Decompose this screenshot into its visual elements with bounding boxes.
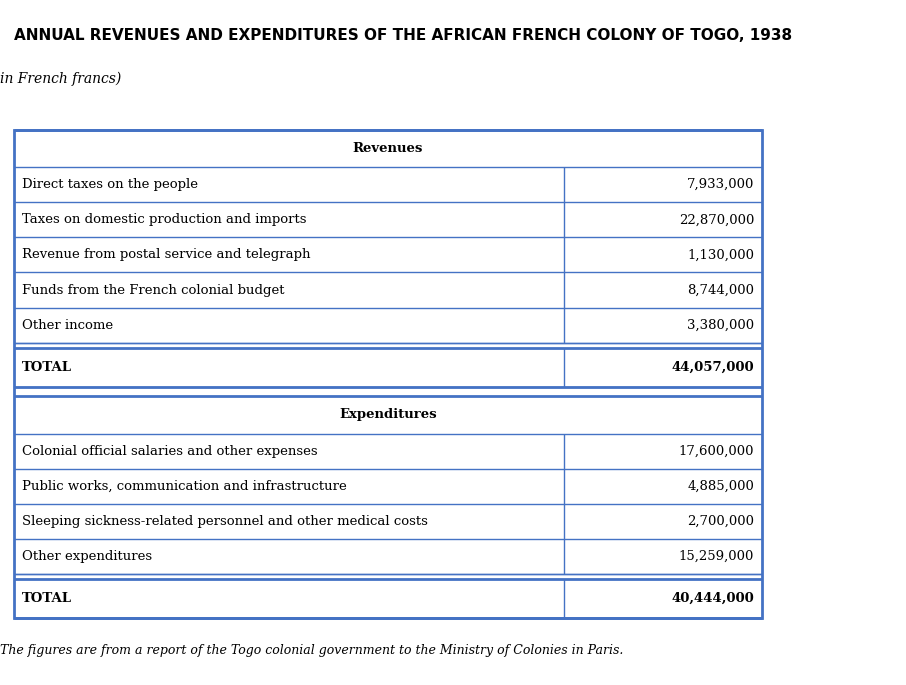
Text: The figures are from a report of the Togo colonial government to the Ministry of: The figures are from a report of the Tog… <box>0 644 623 657</box>
Text: Public works, communication and infrastructure: Public works, communication and infrastr… <box>22 479 347 493</box>
Text: 7,933,000: 7,933,000 <box>687 178 754 191</box>
Text: 1,130,000: 1,130,000 <box>687 249 754 262</box>
Text: Other income: Other income <box>22 319 113 332</box>
Text: Direct taxes on the people: Direct taxes on the people <box>22 178 198 191</box>
Text: 8,744,000: 8,744,000 <box>687 284 754 297</box>
Text: Funds from the French colonial budget: Funds from the French colonial budget <box>22 284 284 297</box>
Text: 44,057,000: 44,057,000 <box>671 361 754 374</box>
Text: 15,259,000: 15,259,000 <box>679 550 754 563</box>
Text: Taxes on domestic production and imports: Taxes on domestic production and imports <box>22 213 306 226</box>
Text: Revenue from postal service and telegraph: Revenue from postal service and telegrap… <box>22 249 311 262</box>
Text: in French francs): in French francs) <box>0 72 121 86</box>
Text: Expenditures: Expenditures <box>339 408 437 421</box>
Text: TOTAL: TOTAL <box>22 592 72 605</box>
Text: 40,444,000: 40,444,000 <box>671 592 754 605</box>
Text: TOTAL: TOTAL <box>22 361 72 374</box>
Bar <box>14 130 762 618</box>
Text: Other expenditures: Other expenditures <box>22 550 152 563</box>
Text: 3,380,000: 3,380,000 <box>687 319 754 332</box>
Text: 22,870,000: 22,870,000 <box>679 213 754 226</box>
Text: 17,600,000: 17,600,000 <box>679 445 754 458</box>
Text: ANNUAL REVENUES AND EXPENDITURES OF THE AFRICAN FRENCH COLONY OF TOGO, 1938: ANNUAL REVENUES AND EXPENDITURES OF THE … <box>14 28 792 43</box>
Text: 2,700,000: 2,700,000 <box>687 515 754 528</box>
Text: 4,885,000: 4,885,000 <box>687 479 754 493</box>
Text: Revenues: Revenues <box>352 142 423 155</box>
Text: Colonial official salaries and other expenses: Colonial official salaries and other exp… <box>22 445 318 458</box>
Text: Sleeping sickness-related personnel and other medical costs: Sleeping sickness-related personnel and … <box>22 515 428 528</box>
